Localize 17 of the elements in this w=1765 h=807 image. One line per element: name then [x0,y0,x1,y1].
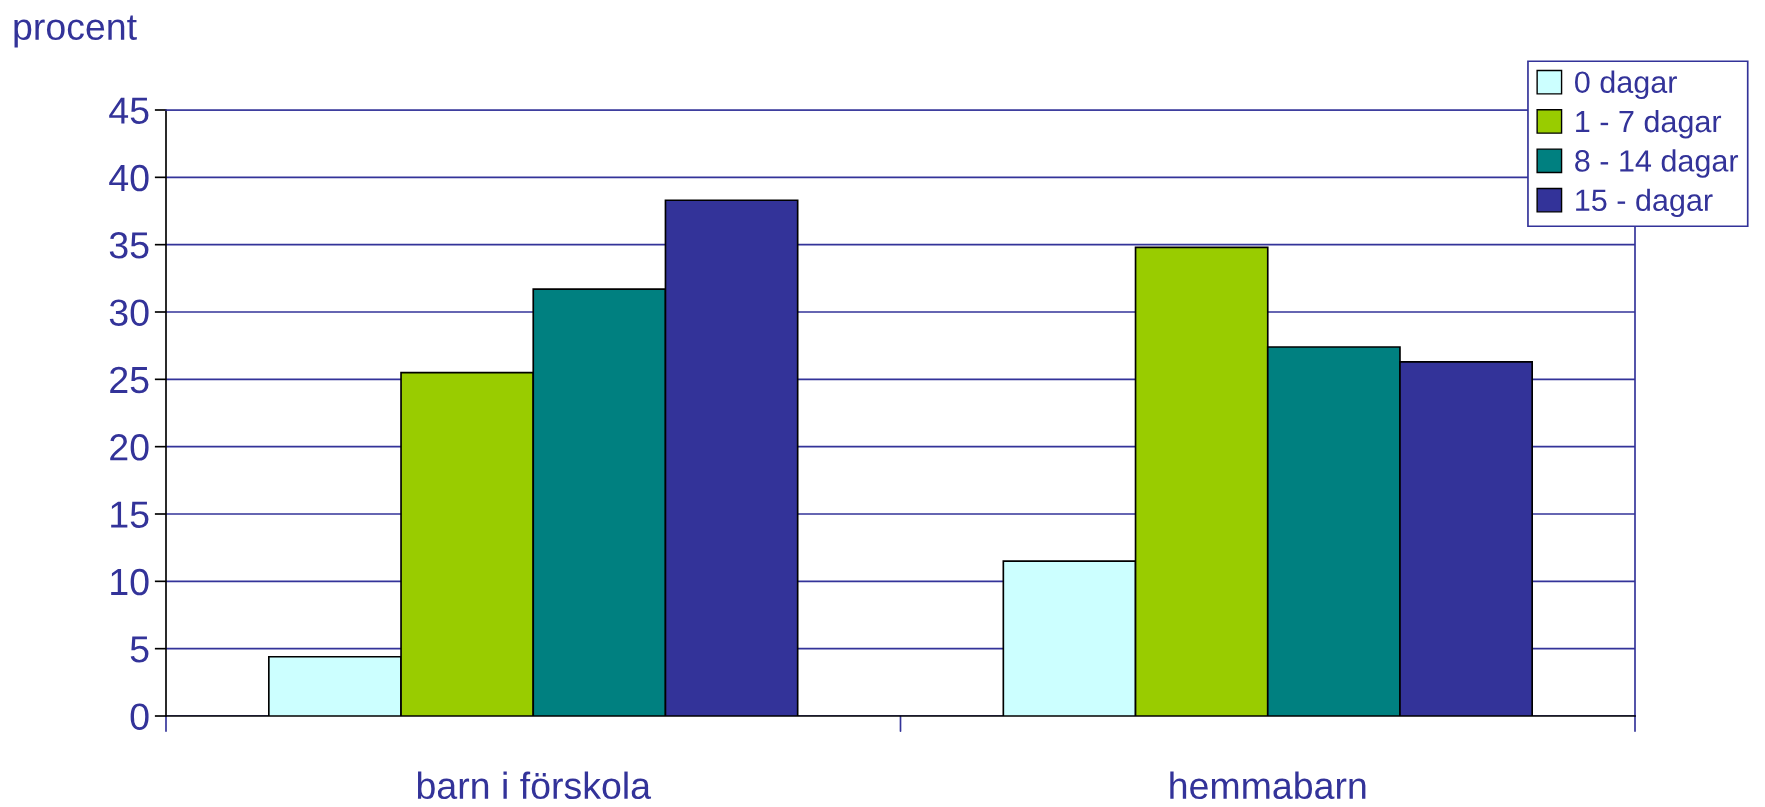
x-tick-label: hemmabarn [1170,771,1366,800]
y-tick-label: 35 [109,232,149,259]
y-tick-label: 5 [130,636,149,663]
legend-label: 1 - 7 dagar [1576,109,1722,139]
legend-label: 15 - dagar [1576,188,1713,218]
y-tick-label: 30 [109,299,149,326]
legend-label: 0 dagar [1574,70,1677,100]
y-tick-label: 10 [111,568,149,596]
y-tick-label: 0 [130,703,149,730]
x-tick-label: barn i förskola [417,771,652,800]
y-tick-label: 25 [110,366,149,394]
y-tick-label: 15 [111,501,149,528]
y-tick-label: 45 [109,97,149,124]
y-axis-title: procent [14,15,137,48]
y-tick-label: 40 [109,164,149,192]
legend-label: 8 - 14 dagar [1575,149,1739,178]
y-tick-label: 20 [110,434,149,461]
